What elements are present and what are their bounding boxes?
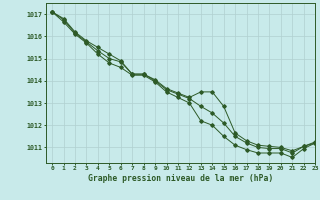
X-axis label: Graphe pression niveau de la mer (hPa): Graphe pression niveau de la mer (hPa) <box>88 174 273 183</box>
